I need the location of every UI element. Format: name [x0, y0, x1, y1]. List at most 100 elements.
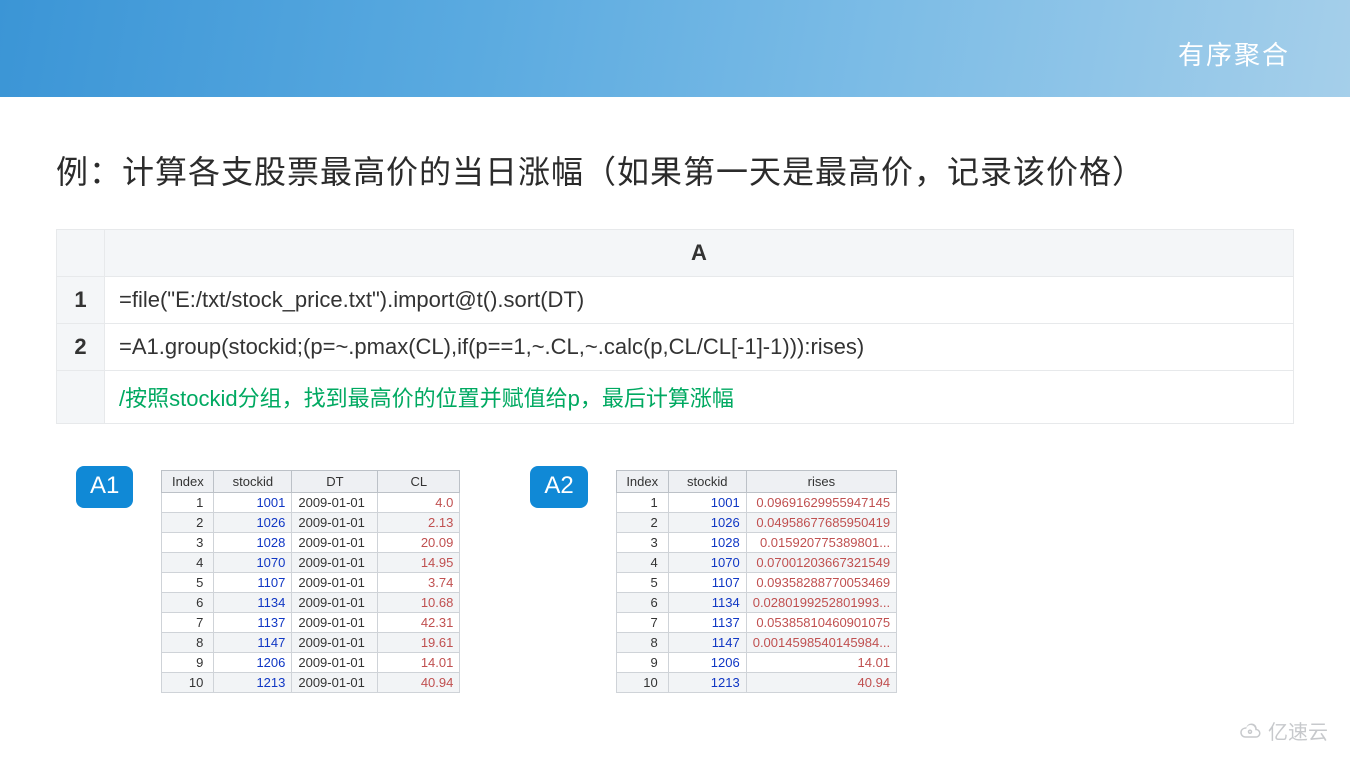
table-cell: 6: [162, 593, 214, 613]
table-cell: 7: [162, 613, 214, 633]
table-row: 1012132009-01-0140.94: [162, 673, 460, 693]
table-row: 410702009-01-0114.95: [162, 553, 460, 573]
data-col-header: rises: [746, 471, 896, 493]
table-row: 410700.07001203667321549: [616, 553, 896, 573]
table-cell: 1028: [214, 533, 292, 553]
table-cell: 2009-01-01: [292, 673, 378, 693]
table-cell: 1107: [668, 573, 746, 593]
table-cell: 40.94: [378, 673, 460, 693]
header-right-title: 有序聚合: [1178, 35, 1290, 72]
table-cell: 1213: [214, 673, 292, 693]
table-cell: 1147: [214, 633, 292, 653]
table-cell: 2009-01-01: [292, 633, 378, 653]
table-cell: 7: [616, 613, 668, 633]
table-cell: 20.09: [378, 533, 460, 553]
table-cell: 3: [162, 533, 214, 553]
badge-a2: A2: [530, 466, 587, 508]
data-col-header: Index: [616, 471, 668, 493]
table-row: 611340.0280199252801993...: [616, 593, 896, 613]
cloud-icon: [1238, 722, 1262, 740]
code-line: =file("E:/txt/stock_price.txt").import@t…: [105, 277, 1294, 324]
table-cell: 2009-01-01: [292, 493, 378, 513]
table-row: 511070.09358288770053469: [616, 573, 896, 593]
table-cell: 10: [616, 673, 668, 693]
results-row: A1 IndexstockidDTCL 110012009-01-014.021…: [56, 470, 1294, 693]
table-cell: 1: [616, 493, 668, 513]
table-cell: 2: [616, 513, 668, 533]
table-cell: 10: [162, 673, 214, 693]
data-table-a2: Indexstockidrises 110010.096916299559471…: [616, 470, 897, 693]
table-row: 811470.0014598540145984...: [616, 633, 896, 653]
table-cell: 0.09691629955947145: [746, 493, 896, 513]
table-cell: 1206: [214, 653, 292, 673]
table-cell: 1137: [214, 613, 292, 633]
table-cell: 1213: [668, 673, 746, 693]
code-comment: /按照stockid分组，找到最高价的位置并赋值给p，最后计算涨幅: [105, 371, 1294, 424]
table-cell: 1001: [214, 493, 292, 513]
table-cell: 2009-01-01: [292, 513, 378, 533]
table-row: 210262009-01-012.13: [162, 513, 460, 533]
table-cell: 0.0014598540145984...: [746, 633, 896, 653]
data-col-header: stockid: [214, 471, 292, 493]
code-row-index: 2: [57, 324, 105, 371]
code-line: =A1.group(stockid;(p=~.pmax(CL),if(p==1,…: [105, 324, 1294, 371]
table-cell: 1001: [668, 493, 746, 513]
table-cell: 9: [162, 653, 214, 673]
table-row: 110010.09691629955947145: [616, 493, 896, 513]
table-cell: 14.95: [378, 553, 460, 573]
table-row: 310282009-01-0120.09: [162, 533, 460, 553]
table-cell: 40.94: [746, 673, 896, 693]
table-cell: 2009-01-01: [292, 613, 378, 633]
table-cell: 10.68: [378, 593, 460, 613]
table-cell: 4.0: [378, 493, 460, 513]
table-cell: 3: [616, 533, 668, 553]
table-cell: 1147: [668, 633, 746, 653]
table-row: 811472009-01-0119.61: [162, 633, 460, 653]
table-cell: 0.09358288770053469: [746, 573, 896, 593]
table-cell: 4: [616, 553, 668, 573]
table-row: 511072009-01-013.74: [162, 573, 460, 593]
table-cell: 1206: [668, 653, 746, 673]
code-header-A: A: [105, 230, 1294, 277]
code-row-index: [57, 371, 105, 424]
table-cell: 5: [162, 573, 214, 593]
data-table-a1: IndexstockidDTCL 110012009-01-014.021026…: [161, 470, 460, 693]
table-cell: 1: [162, 493, 214, 513]
result-block-a2: A2 Indexstockidrises 110010.096916299559…: [530, 470, 897, 693]
brand-text: 亿速云: [1268, 716, 1328, 745]
badge-a1: A1: [76, 466, 133, 508]
table-cell: 2009-01-01: [292, 593, 378, 613]
data-col-header: CL: [378, 471, 460, 493]
example-title: 例：计算各支股票最高价的当日涨幅（如果第一天是最高价，记录该价格）: [56, 147, 1294, 193]
table-cell: 2009-01-01: [292, 533, 378, 553]
table-row: 611342009-01-0110.68: [162, 593, 460, 613]
table-row: 10121340.94: [616, 673, 896, 693]
table-cell: 19.61: [378, 633, 460, 653]
table-cell: 3.74: [378, 573, 460, 593]
table-cell: 14.01: [746, 653, 896, 673]
table-row: 711372009-01-0142.31: [162, 613, 460, 633]
table-cell: 9: [616, 653, 668, 673]
table-cell: 0.04958677685950419: [746, 513, 896, 533]
header-banner: 有序聚合: [0, 0, 1350, 97]
result-block-a1: A1 IndexstockidDTCL 110012009-01-014.021…: [76, 470, 460, 693]
table-row: 110012009-01-014.0: [162, 493, 460, 513]
data-col-header: stockid: [668, 471, 746, 493]
table-cell: 0.05385810460901075: [746, 613, 896, 633]
table-cell: 2009-01-01: [292, 573, 378, 593]
table-row: 9120614.01: [616, 653, 896, 673]
table-cell: 2.13: [378, 513, 460, 533]
table-cell: 0.0280199252801993...: [746, 593, 896, 613]
table-cell: 8: [162, 633, 214, 653]
table-cell: 2009-01-01: [292, 653, 378, 673]
code-row-index: 1: [57, 277, 105, 324]
brand-watermark: 亿速云: [1238, 716, 1328, 745]
table-cell: 1134: [668, 593, 746, 613]
table-cell: 0.015920775389801...: [746, 533, 896, 553]
table-cell: 2009-01-01: [292, 553, 378, 573]
table-cell: 1070: [214, 553, 292, 573]
table-cell: 2: [162, 513, 214, 533]
table-cell: 1026: [668, 513, 746, 533]
table-cell: 5: [616, 573, 668, 593]
table-cell: 42.31: [378, 613, 460, 633]
